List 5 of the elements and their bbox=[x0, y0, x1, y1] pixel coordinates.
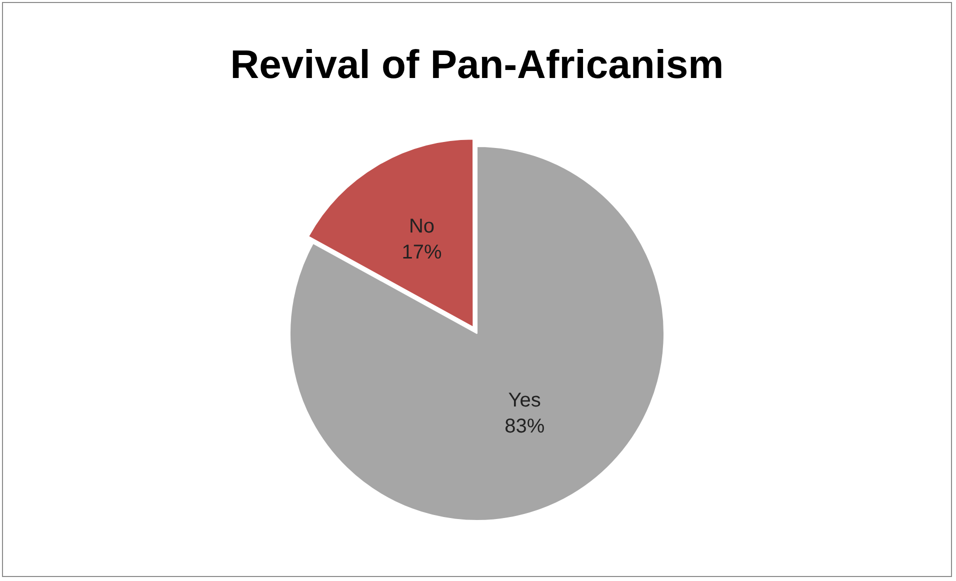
slice-label: No bbox=[408, 216, 435, 238]
slice-label: Yes bbox=[508, 389, 541, 412]
chart-title: Revival of Pan-Africanism bbox=[230, 43, 724, 88]
data-label: 83% bbox=[504, 415, 545, 438]
data-label: 17% bbox=[402, 242, 442, 264]
